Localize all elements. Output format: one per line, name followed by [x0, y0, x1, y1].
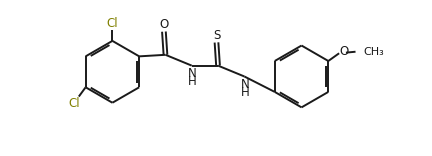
Text: H: H: [241, 86, 249, 99]
Text: O: O: [339, 45, 348, 58]
Text: H: H: [188, 75, 197, 88]
Text: Cl: Cl: [107, 17, 118, 30]
Text: N: N: [188, 67, 197, 80]
Text: Cl: Cl: [68, 97, 79, 110]
Text: O: O: [159, 18, 168, 31]
Text: S: S: [213, 29, 220, 42]
Text: CH₃: CH₃: [363, 47, 384, 57]
Text: N: N: [241, 78, 249, 91]
